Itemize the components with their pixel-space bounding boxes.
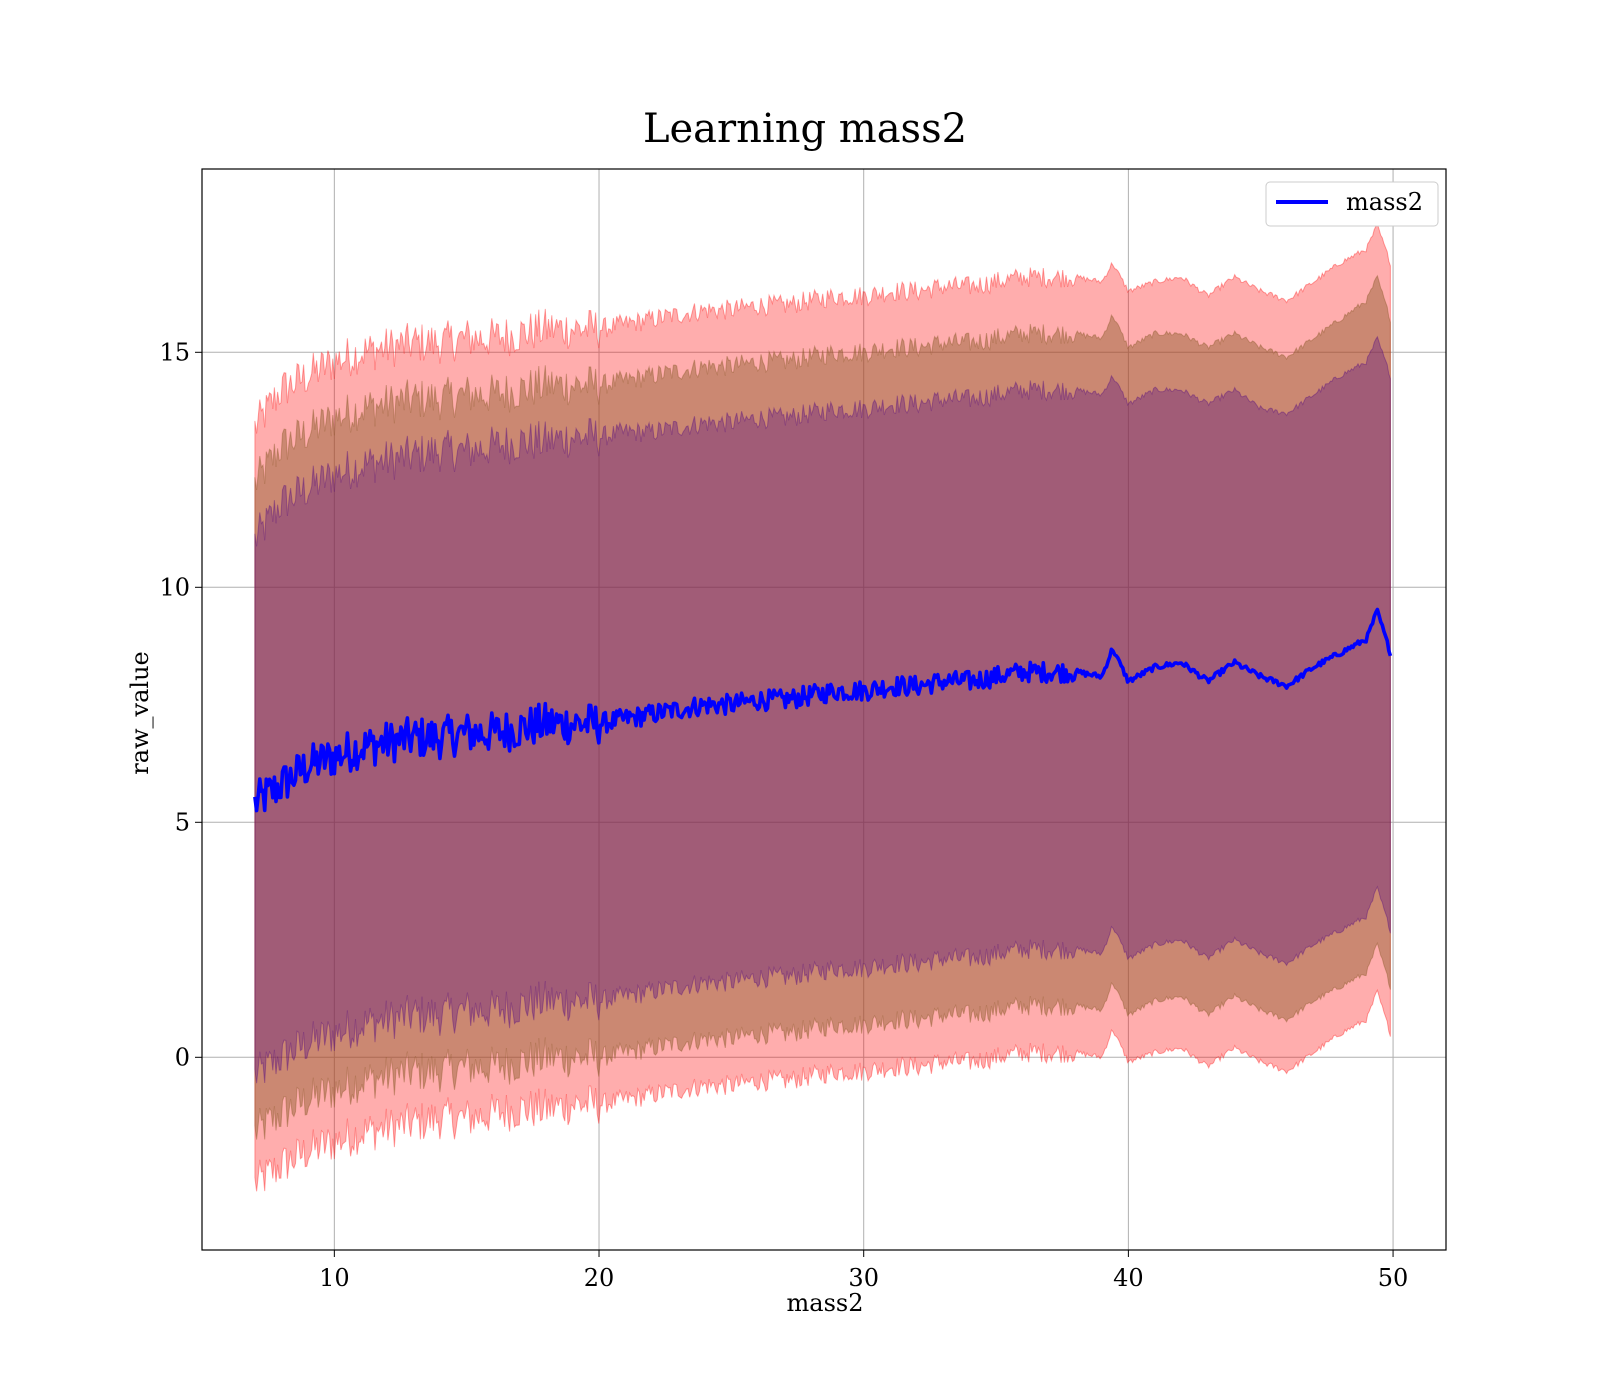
plot-frame <box>201 168 1447 1251</box>
x-tick-label: 20 <box>584 1264 615 1292</box>
x-tick-label: 30 <box>848 1264 879 1292</box>
y-tick-label: 0 <box>175 1043 190 1071</box>
legend-label-mass2: mass2 <box>1346 188 1423 216</box>
mass2-series-line <box>253 607 1393 813</box>
band-outer <box>254 222 1391 1192</box>
y-axis: 0 5 10 15 <box>159 338 202 1071</box>
legend-box <box>1265 181 1439 227</box>
band-inner-area <box>254 335 1391 1084</box>
y-axis-label: raw_value <box>126 651 154 775</box>
plot-area <box>201 168 1447 1251</box>
x-axis-label: mass2 <box>787 1289 864 1317</box>
x-tick-label: 50 <box>1378 1264 1409 1292</box>
band-inner <box>254 335 1391 1084</box>
grid-layer <box>202 169 1446 1250</box>
x-axis: 10 20 30 40 50 <box>319 1250 1408 1292</box>
y-tick-label: 15 <box>159 338 190 366</box>
band-middle-area <box>254 274 1391 1140</box>
band-outer-area <box>254 222 1391 1192</box>
y-tick-label: 10 <box>159 573 190 601</box>
legend: mass2 <box>1265 181 1439 227</box>
x-tick-label: 40 <box>1113 1264 1144 1292</box>
band-middle <box>254 274 1391 1140</box>
line-layer <box>253 607 1393 813</box>
chart-title: Learning mass2 <box>643 106 967 152</box>
x-tick-label: 10 <box>319 1264 350 1292</box>
y-tick-label: 5 <box>175 808 190 836</box>
